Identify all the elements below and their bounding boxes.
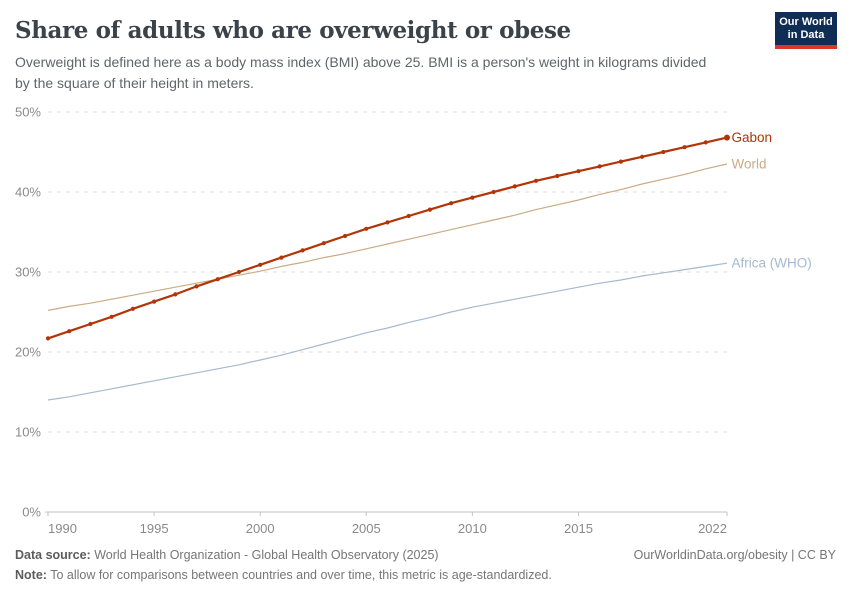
owid-license-link[interactable]: OurWorldinData.org/obesity | CC BY — [633, 548, 836, 562]
marker-gabon — [45, 336, 51, 341]
line-chart: 0% 10% 20% 30% 40% 50% 1990 1995 2000 2005 2010 201… — [15, 105, 812, 537]
marker-gabon — [618, 159, 624, 164]
marker-gabon — [661, 149, 666, 155]
marker-gabon — [364, 226, 369, 231]
marker-gabon — [385, 220, 390, 225]
marker-gabon — [88, 321, 93, 327]
page-title: Share of adults who are overweight or ob… — [15, 17, 571, 44]
marker-gabon — [130, 306, 135, 311]
y-tick-label: 0% — [22, 505, 41, 520]
subtitle-line-2: by the square of their height in meters. — [15, 75, 254, 91]
logo-text-line-1: Our World — [779, 16, 833, 28]
marker-gabon — [491, 189, 496, 195]
marker-gabon — [724, 134, 730, 141]
marker-gabon — [67, 329, 72, 334]
logo-text-line-2: in Data — [787, 29, 825, 41]
data-source-text: Data source: World Health Organization -… — [15, 548, 439, 562]
marker-gabon — [173, 292, 178, 297]
x-tick-label: 2000 — [246, 521, 275, 536]
y-tick-label: 20% — [15, 345, 41, 360]
marker-gabon — [109, 314, 114, 319]
marker-gabon — [321, 241, 326, 246]
note-label: Note: — [15, 568, 47, 582]
marker-gabon — [279, 255, 284, 260]
marker-gabon — [258, 262, 263, 267]
y-tick-label: 10% — [15, 425, 41, 440]
note-text: Note: To allow for comparisons between c… — [15, 568, 552, 582]
series-label-world[interactable]: World — [732, 157, 767, 172]
marker-gabon — [342, 233, 348, 239]
y-tick-label: 30% — [15, 265, 41, 280]
marker-gabon — [512, 184, 517, 189]
chart-footer: Data source: World Health Organization -… — [15, 545, 836, 585]
series-line-gabon — [47, 136, 728, 340]
marker-gabon — [406, 213, 411, 219]
marker-gabon — [640, 154, 645, 159]
x-tick-label: 2010 — [458, 521, 487, 536]
x-tick-label: 2005 — [352, 521, 381, 536]
series-line-africa-who — [47, 262, 728, 401]
series-line-world — [47, 163, 728, 311]
series-label-gabon[interactable]: Gabon — [732, 130, 773, 145]
marker-gabon — [703, 140, 708, 145]
marker-gabon — [533, 178, 539, 183]
marker-gabon — [427, 207, 433, 212]
marker-gabon — [682, 145, 687, 150]
marker-gabon — [470, 195, 475, 200]
y-tick-label: 50% — [15, 105, 41, 120]
marker-gabon — [576, 169, 581, 174]
marker-gabon — [236, 269, 242, 275]
series-label-africa-who[interactable]: Africa (WHO) — [732, 256, 812, 271]
owid-logo[interactable]: Our World in Data — [775, 12, 837, 49]
x-tick-label: 2015 — [564, 521, 593, 536]
x-tick-label: 1990 — [48, 521, 77, 536]
chart-subtitle: Overweight is defined here as a body mas… — [15, 52, 706, 94]
marker-gabon — [597, 164, 602, 169]
subtitle-line-1: Overweight is defined here as a body mas… — [15, 54, 707, 70]
marker-gabon — [555, 173, 560, 179]
marker-gabon — [151, 299, 157, 304]
x-tick-label: 2022 — [698, 521, 727, 536]
y-tick-label: 40% — [15, 185, 41, 200]
marker-gabon — [449, 201, 454, 206]
marker-gabon — [194, 284, 199, 289]
marker-gabon — [300, 248, 305, 253]
x-tick-label: 1995 — [140, 521, 169, 536]
data-source-label: Data source: — [15, 548, 91, 562]
marker-gabon — [215, 277, 220, 282]
